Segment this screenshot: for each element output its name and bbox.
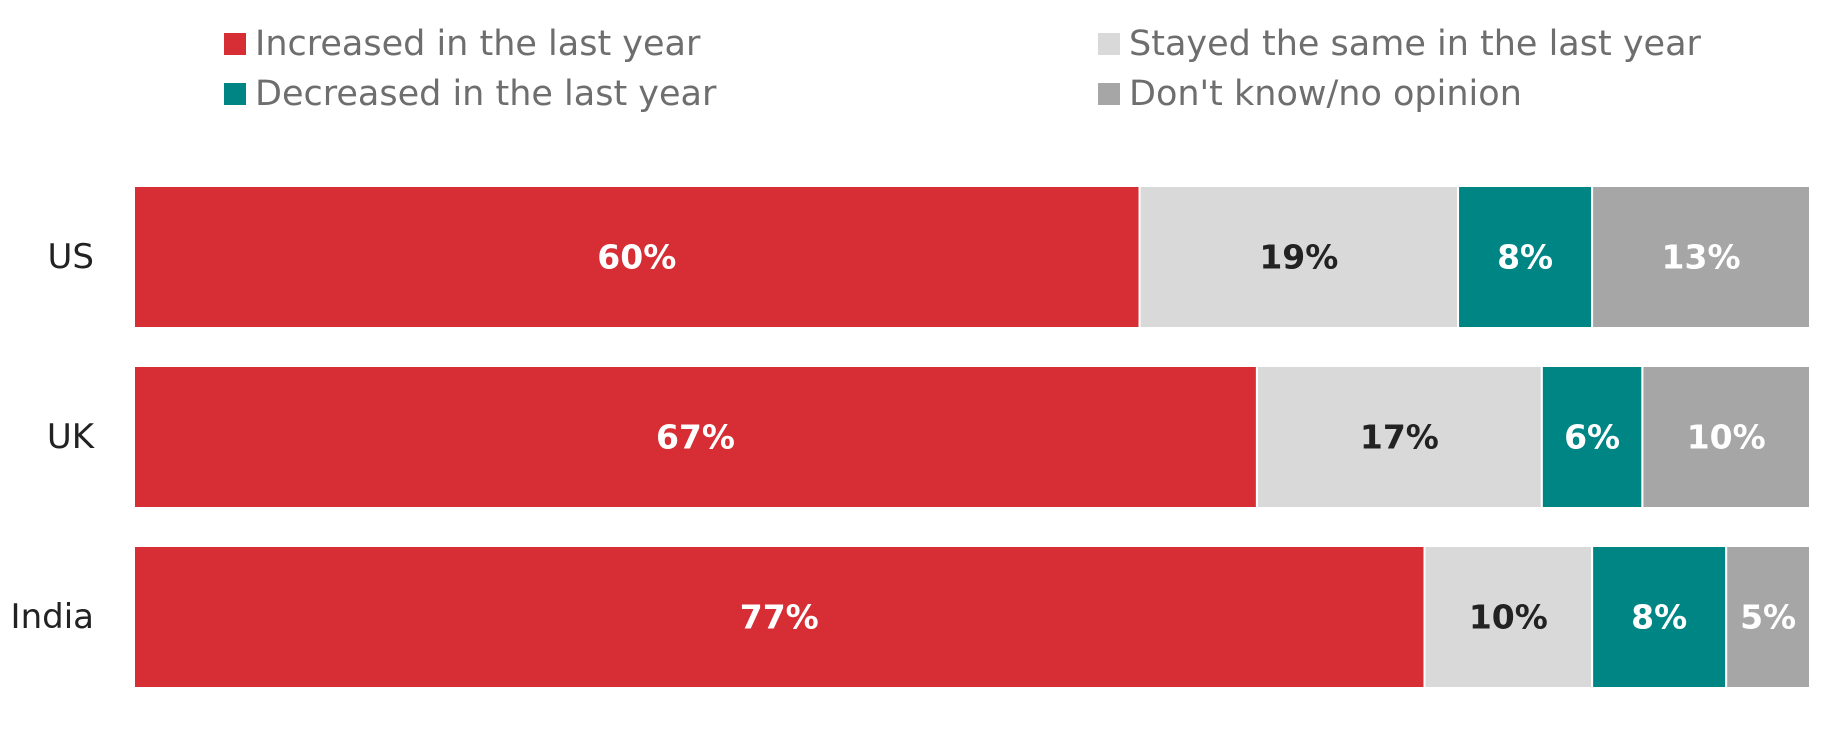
legend-item-increased-in-the-last-year: Increased in the last year <box>224 24 701 64</box>
bars <box>133 185 1812 689</box>
data-label-uk-stayed-the-same-in-the-last-year: 17% <box>1360 418 1439 457</box>
bar-uk-decreased-in-the-last-year <box>1540 365 1644 509</box>
legend-swatch <box>224 33 246 55</box>
legend-label: Decreased in the last year <box>255 74 717 114</box>
legend-item-stayed-the-same-in-the-last-year: Stayed the same in the last year <box>1098 24 1702 64</box>
data-label-uk-decreased-in-the-last-year: 6% <box>1564 418 1620 457</box>
bar-uk-increased-in-the-last-year <box>133 365 1258 509</box>
category-label-india: India <box>11 597 94 637</box>
data-label-us-increased-in-the-last-year: 60% <box>597 238 676 277</box>
legend-label: Increased in the last year <box>255 24 701 64</box>
legend-label: Don't know/no opinion <box>1129 74 1522 114</box>
data-label-india-stayed-the-same-in-the-last-year: 10% <box>1469 598 1548 637</box>
bar-us-decreased-in-the-last-year <box>1457 185 1594 329</box>
bar-us-stayed-the-same-in-the-last-year <box>1138 185 1460 329</box>
bar-us-don-t-know-no-opinion <box>1591 185 1811 329</box>
data-label-us-stayed-the-same-in-the-last-year: 19% <box>1259 238 1338 277</box>
bar-india-increased-in-the-last-year <box>133 545 1426 689</box>
category-label-us: US <box>48 237 94 277</box>
category-labels: US UK India <box>11 237 96 637</box>
category-label-uk: UK <box>47 417 96 457</box>
data-label-india-don-t-know-no-opinion: 5% <box>1740 598 1796 637</box>
bar-india-stayed-the-same-in-the-last-year <box>1423 545 1594 689</box>
data-label-india-decreased-in-the-last-year: 8% <box>1631 598 1687 637</box>
legend-swatch <box>1098 33 1120 55</box>
legend-item-decreased-in-the-last-year: Decreased in the last year <box>224 74 717 114</box>
data-label-us-don-t-know-no-opinion: 13% <box>1662 238 1741 277</box>
legend-item-don-t-know-no-opinion: Don't know/no opinion <box>1098 74 1522 114</box>
legend: Increased in the last year Stayed the sam… <box>224 24 1702 114</box>
legend-label: Stayed the same in the last year <box>1129 24 1702 64</box>
data-label-uk-don-t-know-no-opinion: 10% <box>1687 418 1766 457</box>
data-label-india-increased-in-the-last-year: 77% <box>740 598 819 637</box>
bar-us-increased-in-the-last-year <box>133 185 1141 329</box>
legend-swatch <box>224 83 246 105</box>
data-label-us-decreased-in-the-last-year: 8% <box>1497 238 1553 277</box>
bar-india-don-t-know-no-opinion <box>1725 545 1811 689</box>
bar-uk-stayed-the-same-in-the-last-year <box>1255 365 1543 509</box>
data-label-uk-increased-in-the-last-year: 67% <box>656 418 735 457</box>
data-labels: 60% 19% 8% 13% 67% 17% 6% 10% 77% 10% 8% 5% <box>597 238 1796 637</box>
legend-swatch <box>1098 83 1120 105</box>
bar-uk-don-t-know-no-opinion <box>1641 365 1812 509</box>
